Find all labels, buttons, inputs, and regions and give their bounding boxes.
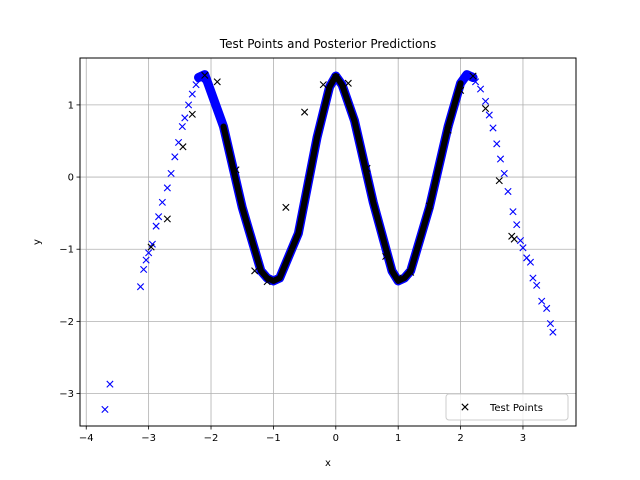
y-tick-label: −3 xyxy=(59,389,74,400)
x-tick-label: 3 xyxy=(520,433,526,444)
posterior-prediction-point xyxy=(167,169,175,178)
posterior-prediction-point xyxy=(142,256,150,264)
x-tick-label: −1 xyxy=(266,433,281,444)
posterior-prediction-point xyxy=(489,124,497,132)
test-point xyxy=(344,79,352,87)
x-tick-label: 0 xyxy=(333,433,339,444)
test-point xyxy=(332,73,340,82)
posterior-prediction-point xyxy=(516,236,525,245)
test-point xyxy=(456,86,465,95)
test-point xyxy=(407,268,415,276)
y-tick-label: 0 xyxy=(68,173,74,184)
plot-area xyxy=(101,70,557,413)
posterior-prediction-point xyxy=(519,244,527,252)
posterior-prediction-point xyxy=(145,249,153,257)
y-tick-label: 1 xyxy=(68,100,74,111)
posterior-prediction-point xyxy=(471,78,480,86)
x-tick-label: −3 xyxy=(141,433,156,444)
test-point xyxy=(251,267,259,275)
posterior-prediction-point xyxy=(140,265,148,274)
test-point xyxy=(179,143,187,151)
test-point xyxy=(263,278,271,286)
test-point xyxy=(510,235,518,243)
x-tick-label: −4 xyxy=(79,433,94,444)
y-tick-label: −1 xyxy=(59,245,74,256)
posterior-prediction-point xyxy=(529,274,537,282)
grid xyxy=(80,58,576,426)
posterior-prediction-point xyxy=(466,72,475,80)
test-point xyxy=(301,108,309,116)
test-point xyxy=(163,215,171,223)
test-point xyxy=(444,126,452,134)
test-point xyxy=(481,104,490,113)
chart-title: Test Points and Posterior Predictions xyxy=(219,37,436,51)
test-point xyxy=(147,243,155,251)
posterior-prediction-point xyxy=(178,122,186,131)
posterior-prediction-point xyxy=(476,85,485,93)
legend-box xyxy=(445,393,569,421)
posterior-prediction-point xyxy=(188,90,196,98)
posterior-prediction-point xyxy=(155,213,163,221)
test-point xyxy=(319,81,327,89)
x-tick-label: −2 xyxy=(204,433,219,444)
posterior-prediction-point xyxy=(509,208,517,216)
y-tick-label: −2 xyxy=(59,317,74,328)
posterior-prediction-point xyxy=(504,187,512,196)
ticks: −4 −3 −2 −1 0 1 2 3 −3 −2 −1 0 1 xyxy=(59,100,526,444)
test-point xyxy=(469,72,477,80)
test-point xyxy=(382,252,390,261)
test-point xyxy=(282,203,290,211)
posterior-prediction-point xyxy=(136,283,145,291)
y-axis-label: y xyxy=(32,239,43,245)
posterior-prediction-point xyxy=(513,221,521,229)
legend: Test Points xyxy=(445,393,569,421)
posterior-prediction-point xyxy=(163,184,171,192)
legend-marker-test-points xyxy=(461,403,469,411)
posterior-prediction-point xyxy=(546,319,555,328)
posterior-prediction-point xyxy=(533,281,541,289)
legend-label-test-points: Test Points xyxy=(489,403,543,414)
posterior-prediction-point xyxy=(101,405,109,413)
posterior-prediction-point xyxy=(481,97,490,105)
posterior-prediction-point xyxy=(543,304,551,312)
test-point xyxy=(425,202,433,210)
test-point xyxy=(495,177,503,185)
posterior-prediction-point xyxy=(526,258,535,266)
posterior-prediction-point xyxy=(485,111,493,119)
test-point xyxy=(213,78,221,86)
posterior-prediction-point xyxy=(538,297,546,305)
test-point xyxy=(394,274,402,282)
posterior-prediction-point xyxy=(496,155,505,163)
posterior-prediction-point xyxy=(549,328,557,336)
posterior-prediction-point xyxy=(181,114,189,122)
posterior-prediction-point xyxy=(171,153,179,161)
posterior-prediction-point xyxy=(158,198,166,206)
posterior-prediction-point xyxy=(106,380,114,388)
posterior-prediction-point xyxy=(500,169,508,178)
x-tick-label: 1 xyxy=(395,433,401,444)
test-point xyxy=(363,164,371,172)
test-point xyxy=(201,71,209,79)
test-point xyxy=(188,110,196,118)
posterior-prediction-point xyxy=(493,140,501,148)
posterior-prediction-point xyxy=(199,71,208,79)
posterior-prediction-point xyxy=(184,101,193,109)
posterior-prediction-point xyxy=(192,81,200,89)
legend-x-marker xyxy=(461,403,469,411)
posterior-prediction-point xyxy=(152,222,160,230)
test-point xyxy=(232,166,240,174)
x-axis-label: x xyxy=(325,458,331,469)
axes-frame xyxy=(79,57,577,427)
x-tick-label: 2 xyxy=(457,433,463,444)
